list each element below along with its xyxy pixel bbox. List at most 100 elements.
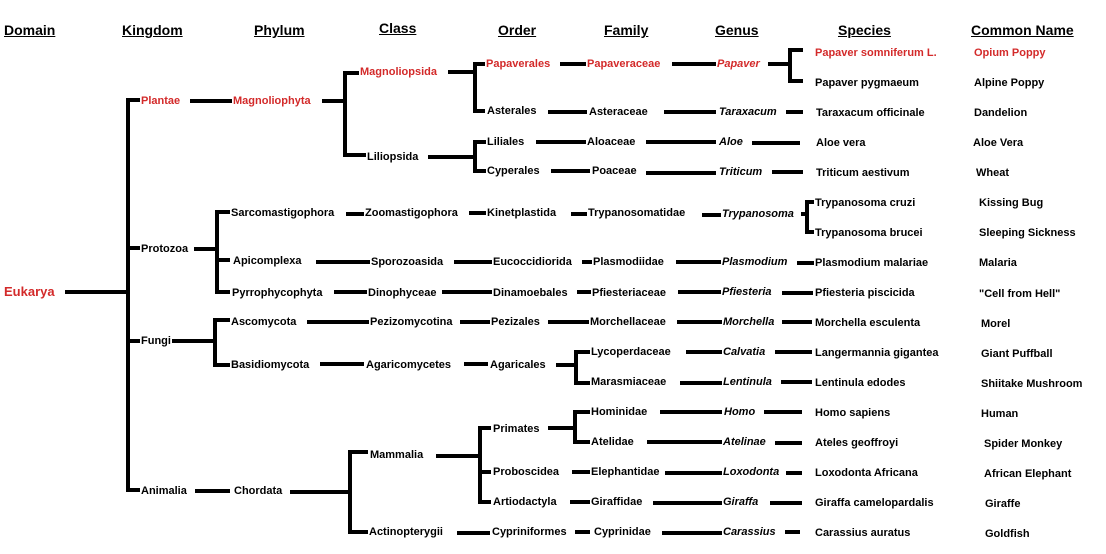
genus-carassius: Carassius xyxy=(722,525,777,539)
phylum-chordata: Chordata xyxy=(233,484,284,498)
genus-giraffa: Giraffa xyxy=(722,495,760,509)
phylum-basidiomycota: Basidiomycota xyxy=(230,358,311,372)
header-species: Species xyxy=(838,22,891,38)
class-dinophyceae: Dinophyceae xyxy=(367,286,438,300)
phylum-apicomplexa: Apicomplexa xyxy=(232,254,303,268)
order-asterales: Asterales xyxy=(486,104,538,118)
species-homo-sapiens: Homo sapiens xyxy=(814,406,892,420)
common-opium-poppy: Opium Poppy xyxy=(973,46,1047,60)
family-morchellaceae: Morchellaceae xyxy=(589,315,667,329)
order-agaricales: Agaricales xyxy=(489,358,547,372)
species-papaver-somniferum: Papaver somniferum L. xyxy=(814,46,938,60)
species-taraxacum-officinale: Taraxacum officinale xyxy=(815,106,926,120)
class-actinopterygii: Actinopterygii xyxy=(368,525,444,539)
kingdom-protozoa: Protozoa xyxy=(140,242,190,256)
family-papaveraceae: Papaveraceae xyxy=(586,57,662,71)
header-domain: Domain xyxy=(4,22,56,38)
common-spider-monkey: Spider Monkey xyxy=(983,437,1064,451)
common-sleeping-sickness: Sleeping Sickness xyxy=(978,226,1077,240)
genus-morchella: Morchella xyxy=(722,315,776,329)
phylum-pyrrophycophyta: Pyrrophycophyta xyxy=(231,286,324,300)
header-order: Order xyxy=(498,22,537,38)
class-zoomastigophora: Zoomastigophora xyxy=(364,206,459,220)
common-morel: Morel xyxy=(980,317,1012,331)
common-giant-puffball: Giant Puffball xyxy=(980,347,1054,361)
header-family: Family xyxy=(604,22,649,38)
genus-plasmodium: Plasmodium xyxy=(721,255,789,269)
family-asteraceae: Asteraceae xyxy=(588,105,649,119)
species-plasmodium-malariae: Plasmodium malariae xyxy=(814,256,930,270)
species-morchella-esculenta: Morchella esculenta xyxy=(814,316,922,330)
common-wheat: Wheat xyxy=(975,166,1010,180)
genus-homo: Homo xyxy=(723,405,757,419)
domain-eukarya: Eukarya xyxy=(3,284,56,300)
genus-trypanosoma: Trypanosoma xyxy=(721,207,795,221)
header-genus: Genus xyxy=(715,22,759,38)
genus-triticum: Triticum xyxy=(718,165,764,179)
family-lycoperdaceae: Lycoperdaceae xyxy=(590,345,672,359)
common-african-elephant: African Elephant xyxy=(983,467,1073,481)
order-dinamoebales: Dinamoebales xyxy=(492,286,569,300)
order-pezizales: Pezizales xyxy=(490,315,541,329)
species-carassius-auratus: Carassius auratus xyxy=(814,526,912,540)
species-giraffa-camelopardalis: Giraffa camelopardalis xyxy=(814,496,935,510)
class-pezizomycotina: Pezizomycotina xyxy=(369,315,454,329)
kingdom-fungi: Fungi xyxy=(140,334,172,348)
family-cyprinidae: Cyprinidae xyxy=(593,525,652,539)
order-primates: Primates xyxy=(492,422,541,436)
phylum-ascomycota: Ascomycota xyxy=(230,315,298,329)
species-papaver-pygmaeum: Papaver pygmaeum xyxy=(814,76,920,90)
kingdom-animalia: Animalia xyxy=(140,484,188,498)
class-mammalia: Mammalia xyxy=(369,448,425,462)
genus-aloe: Aloe xyxy=(718,135,744,149)
class-agaricomycetes: Agaricomycetes xyxy=(365,358,452,372)
species-trypanosoma-brucei: Trypanosoma brucei xyxy=(814,226,924,240)
header-class: Class xyxy=(379,20,417,36)
genus-pfiesteria: Pfiesteria xyxy=(721,285,773,299)
common-cell-from-hell: "Cell from Hell" xyxy=(978,287,1062,301)
common-giraffe: Giraffe xyxy=(984,497,1022,511)
family-giraffidae: Giraffidae xyxy=(590,495,644,509)
order-proboscidea: Proboscidea xyxy=(492,465,561,479)
family-poaceae: Poaceae xyxy=(591,164,638,178)
class-liliopsida: Liliopsida xyxy=(366,150,420,164)
common-kissing-bug: Kissing Bug xyxy=(978,196,1045,210)
order-liliales: Liliales xyxy=(486,135,526,149)
common-human: Human xyxy=(980,407,1020,421)
species-langermannia-gigantea: Langermannia gigantea xyxy=(814,346,940,360)
family-atelidae: Atelidae xyxy=(590,435,635,449)
class-magnoliopsida: Magnoliopsida xyxy=(359,65,438,79)
common-goldfish: Goldfish xyxy=(984,527,1031,541)
order-eucoccidiorida: Eucoccidiorida xyxy=(492,255,573,269)
header-phylum: Phylum xyxy=(254,22,305,38)
common-aloe-vera: Aloe Vera xyxy=(972,136,1025,150)
family-hominidae: Hominidae xyxy=(590,405,649,419)
order-kinetplastida: Kinetplastida xyxy=(486,206,558,220)
order-cyperales: Cyperales xyxy=(486,164,541,178)
genus-loxodonta: Loxodonta xyxy=(722,465,781,479)
species-pfiesteria-piscicida: Pfiesteria piscicida xyxy=(814,286,916,300)
species-lentinula-edodes: Lentinula edodes xyxy=(814,376,907,390)
family-aloaceae: Aloaceae xyxy=(586,135,637,149)
species-aloe-vera: Aloe vera xyxy=(815,136,867,150)
genus-lentinula: Lentinula xyxy=(722,375,773,389)
order-papaverales: Papaverales xyxy=(485,57,552,71)
genus-calvatia: Calvatia xyxy=(722,345,767,359)
family-trypanosomatidae: Trypanosomatidae xyxy=(587,206,687,220)
order-artiodactyla: Artiodactyla xyxy=(492,495,558,509)
common-shiitake-mushroom: Shiitake Mushroom xyxy=(980,377,1084,391)
phylum-magnoliophyta: Magnoliophyta xyxy=(232,94,312,108)
common-alpine-poppy: Alpine Poppy xyxy=(973,76,1046,90)
kingdom-plantae: Plantae xyxy=(140,94,182,108)
genus-papaver: Papaver xyxy=(716,57,761,71)
order-cypriniformes: Cypriniformes xyxy=(491,525,568,539)
family-pfiesteriaceae: Pfiesteriaceae xyxy=(591,286,667,300)
species-triticum-aestivum: Triticum aestivum xyxy=(815,166,911,180)
header-kingdom: Kingdom xyxy=(122,22,183,38)
class-sporozoasida: Sporozoasida xyxy=(370,255,445,269)
family-plasmodiidae: Plasmodiidae xyxy=(592,255,665,269)
species-loxodonta-africana: Loxodonta Africana xyxy=(814,466,919,480)
genus-atelinae: Atelinae xyxy=(722,435,767,449)
phylum-sarcomastigophora: Sarcomastigophora xyxy=(230,206,336,220)
